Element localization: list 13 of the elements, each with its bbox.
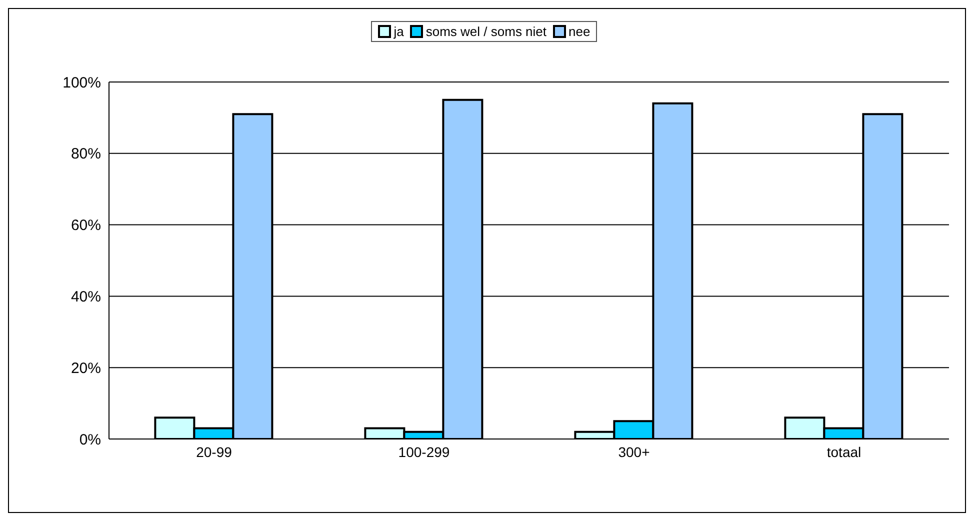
y-tick-label: 0% <box>79 431 101 448</box>
y-tick-label: 100% <box>62 74 101 92</box>
legend-label: soms wel / soms niet <box>426 24 547 39</box>
x-tick-label: totaal <box>826 444 862 460</box>
legend-label: nee <box>568 24 590 39</box>
y-tick-label: 60% <box>70 217 101 234</box>
x-tick-label: 20-99 <box>196 444 232 460</box>
y-tick-label: 40% <box>70 288 101 306</box>
x-tick-label: 300+ <box>618 444 650 460</box>
legend-label: ja <box>394 24 404 39</box>
y-tick-label: 80% <box>70 146 101 163</box>
x-tick-label: 100-299 <box>398 444 450 460</box>
y-tick-label: 20% <box>70 360 101 377</box>
